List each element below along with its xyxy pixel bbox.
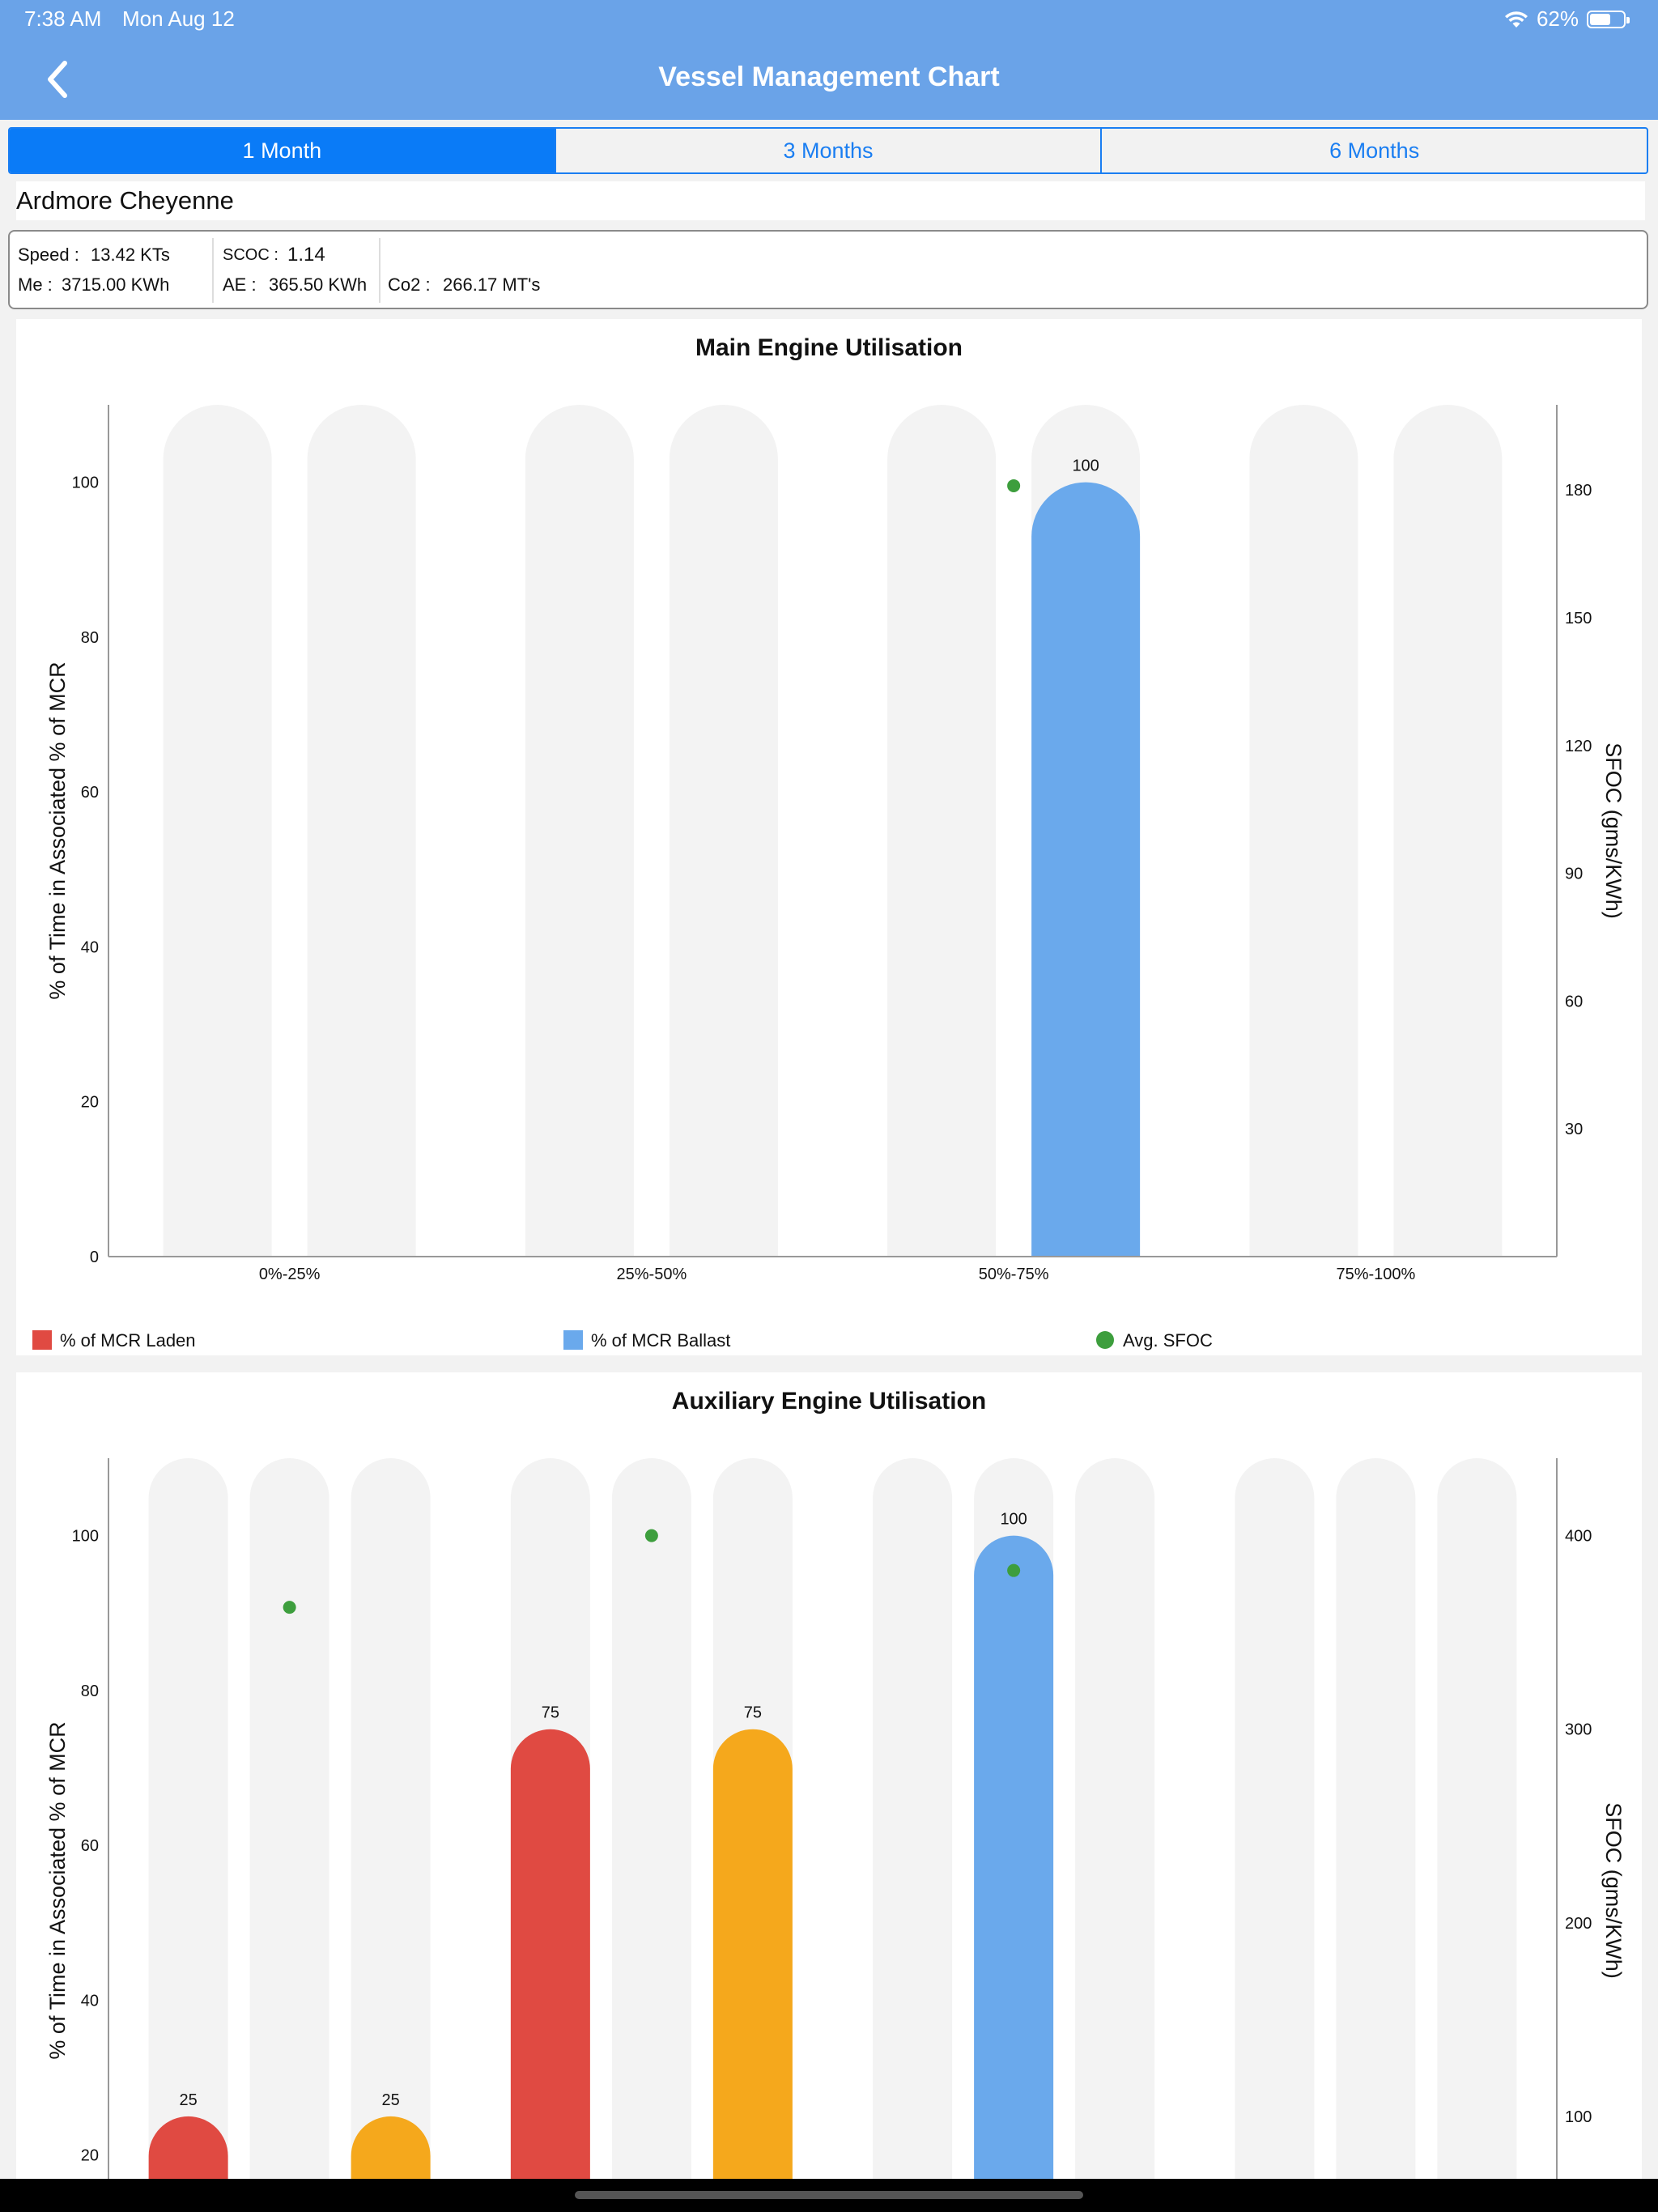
y-right-tick-label: 150 — [1565, 610, 1592, 627]
y-axis-title: % of Time in Associated % of MCR — [45, 1721, 70, 2059]
y-right-axis-title: SFOC (gms/KWh) — [1601, 742, 1626, 919]
bar-track — [307, 405, 416, 1257]
y-right-axis-title: SFOC (gms/KWh) — [1601, 1802, 1626, 1979]
bar-track — [873, 1458, 953, 2212]
bar-value-label: 25 — [382, 2091, 400, 2109]
y-tick-label: 60 — [81, 1837, 99, 1855]
wifi-icon — [1504, 11, 1528, 28]
speed-value: 13.42 KTs — [91, 245, 170, 265]
y-tick-label: 40 — [81, 938, 99, 956]
x-tick-label: 75%-100% — [1336, 1266, 1415, 1283]
vessel-name: Ardmore Cheyenne — [16, 181, 1645, 220]
bar-track — [611, 1458, 691, 2212]
y-axis-title: % of Time in Associated % of MCR — [45, 661, 70, 999]
status-time: 7:38 AM — [24, 6, 102, 31]
bar-track — [351, 1458, 431, 2212]
main-engine-panel: Main Engine Utilisation 0%-25% 25%-50% 100 5… — [16, 319, 1642, 1381]
bar-value-label: 75 — [542, 1704, 559, 1722]
x-tick-label: 25%-50% — [617, 1266, 687, 1283]
vessel-stats: Speed : 13.42 KTs Me : 3715.00 KWh SCOC … — [8, 230, 1648, 309]
y-tick-label: 60 — [81, 784, 99, 802]
bar-track — [1075, 1458, 1155, 2212]
y-tick-label: 80 — [81, 629, 99, 647]
y-right-tick-label: 60 — [1565, 993, 1583, 1010]
bar-value-label: 75 — [744, 1704, 762, 1722]
legend-marker — [563, 1330, 583, 1350]
legend-label: % of MCR Ballast — [591, 1330, 730, 1351]
y-right-tick-label: 120 — [1565, 738, 1592, 755]
bar-track — [1336, 1458, 1416, 2212]
nav-bar: Vessel Management Chart — [0, 39, 1658, 120]
battery-percent: 62% — [1536, 6, 1579, 31]
sfoc-point — [644, 1529, 658, 1542]
scoc-value: 1.14 — [287, 244, 325, 266]
y-tick-label: 80 — [81, 1682, 99, 1700]
period-tabs: 1 Month 3 Months 6 Months — [8, 127, 1648, 174]
y-tick-label: 100 — [72, 474, 99, 492]
aux-engine-chart: Auxiliary Engine Utilisation 25 25 75 75 100 2… — [45, 1388, 1626, 2212]
me-label: Me : — [18, 274, 53, 295]
tab-1-month[interactable]: 1 Month — [10, 129, 556, 172]
y-right-tick-label: 100 — [1565, 2108, 1592, 2126]
bar — [1031, 482, 1141, 1257]
co2-value: 266.17 MT's — [443, 274, 541, 295]
sfoc-point — [1007, 1563, 1021, 1577]
bar — [712, 1729, 793, 2212]
tab-6-months[interactable]: 6 Months — [1329, 138, 1420, 163]
bar-value-label: 25 — [180, 2091, 198, 2109]
aux-engine-panel: Auxiliary Engine Utilisation 25 25 75 75 100 2… — [16, 1372, 1642, 2212]
y-tick-label: 20 — [81, 1094, 99, 1112]
ae-label: AE : — [223, 274, 257, 295]
y-right-tick-label: 400 — [1565, 1528, 1592, 1546]
y-tick-label: 0 — [90, 1249, 99, 1266]
page-title: Vessel Management Chart — [658, 62, 1000, 92]
main-engine-chart: Main Engine Utilisation 0%-25% 25%-50% 100 5… — [32, 334, 1626, 1381]
home-indicator — [575, 2191, 1083, 2199]
sfoc-point — [1007, 479, 1021, 492]
y-tick-label: 20 — [81, 2147, 99, 2165]
y-right-tick-label: 200 — [1565, 1915, 1592, 1933]
tab-3-months[interactable]: 3 Months — [556, 129, 1103, 172]
status-right: 62% — [1504, 6, 1630, 32]
co2-label: Co2 : — [388, 274, 431, 295]
x-tick-label: 0%-25% — [259, 1266, 321, 1283]
y-tick-label: 40 — [81, 1992, 99, 2010]
legend-marker — [32, 1330, 52, 1350]
main-chart-title: Main Engine Utilisation — [695, 334, 963, 361]
chevron-left-icon[interactable] — [40, 57, 76, 102]
bar-track — [163, 405, 272, 1257]
status-bar: 7:38 AM Mon Aug 12 62% — [0, 0, 1658, 39]
bar-value-label: 100 — [1000, 1511, 1027, 1529]
y-right-tick-label: 90 — [1565, 866, 1583, 883]
bar-track — [1437, 1458, 1517, 2212]
legend-label: Avg. SFOC — [1123, 1330, 1213, 1351]
bar-track — [148, 1458, 228, 2212]
scoc-label: SCOC : — [223, 246, 278, 264]
bar — [974, 1535, 1054, 2212]
bar-track — [887, 405, 997, 1257]
sfoc-point — [283, 1601, 296, 1614]
y-right-tick-label: 300 — [1565, 1721, 1592, 1739]
battery-icon — [1587, 10, 1630, 28]
status-date: Mon Aug 12 — [122, 6, 235, 31]
x-tick-label: 50%-75% — [979, 1266, 1049, 1283]
me-value: 3715.00 KWh — [62, 274, 170, 295]
bar-track — [1249, 405, 1358, 1257]
bar-track — [1393, 405, 1503, 1257]
bar-track — [669, 405, 778, 1257]
bar — [510, 1729, 590, 2212]
ae-value: 365.50 KWh — [269, 274, 368, 295]
y-right-tick-label: 180 — [1565, 482, 1592, 500]
aux-chart-title: Auxiliary Engine Utilisation — [672, 1388, 986, 1414]
bar-track — [1235, 1458, 1315, 2212]
legend-label: % of MCR Laden — [60, 1330, 196, 1351]
bar-value-label: 100 — [1072, 457, 1099, 475]
bar-track — [249, 1458, 329, 2212]
legend-marker — [1096, 1331, 1114, 1349]
y-tick-label: 100 — [72, 1528, 99, 1546]
y-right-tick-label: 30 — [1565, 1121, 1583, 1138]
speed-label: Speed : — [18, 245, 79, 265]
bar-track — [525, 405, 634, 1257]
